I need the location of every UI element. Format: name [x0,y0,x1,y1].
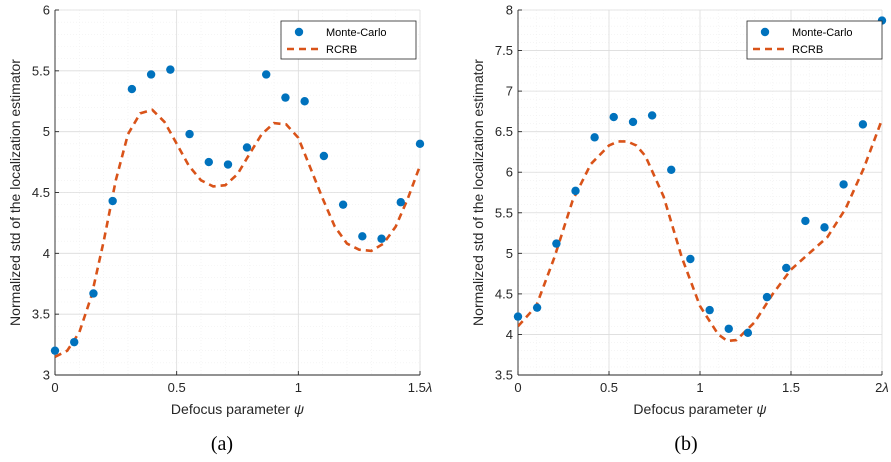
monte-carlo-point [185,129,194,139]
monte-carlo-point [108,196,117,206]
y-tick-label: 8 [506,3,513,18]
y-tick-label: 6.5 [495,124,513,139]
monte-carlo-point [667,165,676,174]
monte-carlo-points [50,65,425,355]
monte-carlo-point [300,97,309,106]
x-tick-label: 0 [514,380,521,395]
y-tick-label: 3.5 [32,307,50,322]
monte-carlo-point [839,180,848,189]
x-tick-label: 1 [295,380,302,395]
monte-carlo-point [146,70,156,79]
monte-carlo-point [358,232,367,241]
x-tick-label: 0.5 [600,380,618,395]
legend-label-rcrb: RCRB [792,44,823,56]
monte-carlo-point [415,139,425,149]
y-tick-label: 3 [43,368,50,383]
monte-carlo-point [705,305,714,315]
x-tick-label: 0 [51,380,58,395]
legend-label-monte-carlo: Monte-Carlo [792,27,853,39]
panel-caption: (a) [211,433,233,455]
monte-carlo-point [782,263,791,273]
monte-carlo-point [801,216,810,226]
monte-carlo-point [242,143,252,152]
y-tick-label: 6 [43,3,50,18]
monte-carlo-point [858,120,868,129]
x-axis-label: Defocus parameter ψ [633,401,766,417]
y-tick-label: 5 [43,124,50,139]
y-tick-label: 7.5 [495,43,513,58]
y-tick-label: 7 [506,84,513,99]
monte-carlo-point [647,111,657,120]
x-axis-label: Defocus parameter ψ [171,401,304,417]
monte-carlo-point [628,117,638,127]
x-tick-label: 0.5 [168,380,186,395]
y-tick-label: 5.5 [32,63,50,78]
monte-carlo-points [513,16,887,338]
monte-carlo-point [532,303,542,312]
monte-carlo-point [50,346,60,355]
y-axis-label: Normalized std of the localization estim… [470,59,486,326]
major-grid [54,9,421,376]
y-tick-label: 4 [43,246,50,261]
y-tick-label: 4 [506,327,513,342]
legend-marker-monte-carlo [294,27,304,37]
legend-label-rcrb: RCRB [326,44,357,56]
monte-carlo-point [338,200,348,209]
legend-box [746,20,883,60]
x-tick-label: 2λ [875,380,889,395]
rcrb-curve [55,108,422,358]
monte-carlo-point [571,186,580,196]
panel-b: 0 0.5 1 1.5 2λ 3.5 4 4.5 5 5.5 6 6.5 7 7.5 8 Defocus pa… [470,3,889,456]
monte-carlo-point [590,133,599,142]
monte-carlo-point [820,223,829,232]
monte-carlo-point [609,112,618,122]
x-tick-label: 1.5λ [408,380,432,395]
monte-carlo-point [762,292,772,302]
monte-carlo-point [127,84,137,94]
monte-carlo-point [743,328,753,338]
y-tick-label: 4.5 [495,286,513,301]
monte-carlo-point [552,239,561,248]
x-tick-label: 1.5 [782,380,800,395]
monte-carlo-point [223,160,233,169]
monte-carlo-point [166,65,175,74]
monte-carlo-point [204,157,213,167]
panel-a: 0 0.5 1 1.5λ 3 3.5 4 4.5 5 5.5 6 Defocus parameter … [7,3,432,456]
y-tick-label: 5 [506,246,513,261]
y-tick-label: 3.5 [495,368,513,383]
legend-marker-monte-carlo [760,27,770,37]
rcrb-curve [518,119,884,343]
monte-carlo-point [319,151,329,161]
y-tick-label: 4.5 [32,185,50,200]
monte-carlo-point [377,234,386,243]
legend: Monte-Carlo RCRB [280,20,417,60]
y-tick-label: 6 [506,165,513,180]
legend: Monte-Carlo RCRB [746,20,883,60]
legend-label-monte-carlo: Monte-Carlo [326,27,387,39]
legend-box [280,20,417,60]
monte-carlo-point [89,289,98,298]
monte-carlo-point [396,198,405,207]
panel-caption: (b) [674,433,697,455]
monte-carlo-point [70,337,79,347]
y-tick-label: 5.5 [495,205,513,220]
monte-carlo-point [513,312,523,321]
monte-carlo-point [262,70,271,79]
monte-carlo-point [281,93,290,102]
monte-carlo-point [724,324,733,333]
monte-carlo-point [686,254,695,264]
y-axis-label: Normalized std of the localization estim… [7,59,23,326]
x-tick-label: 1 [696,380,703,395]
